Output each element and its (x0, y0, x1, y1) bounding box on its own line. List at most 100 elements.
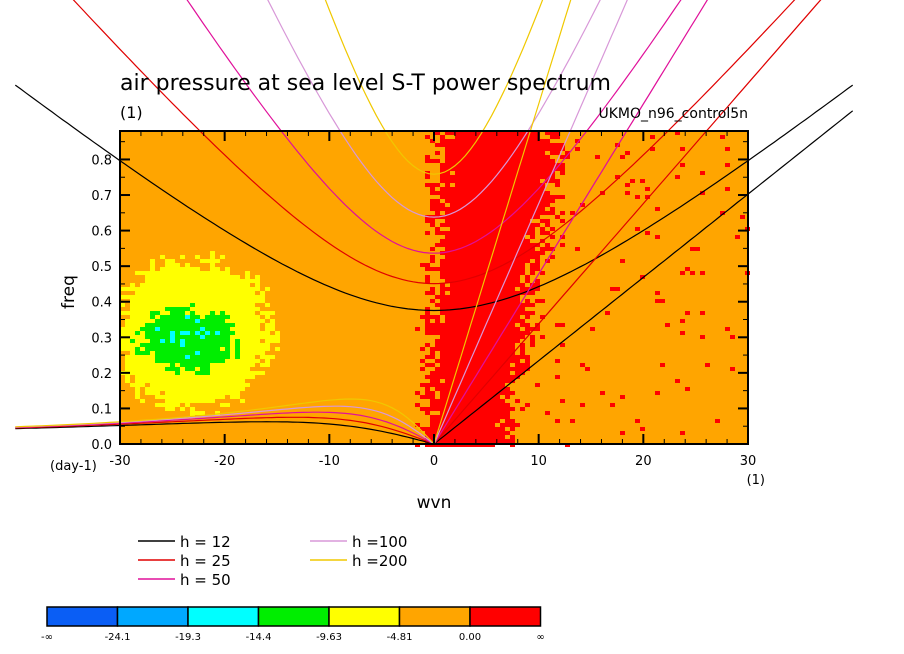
heat-cell (525, 215, 530, 219)
heat-cell (510, 167, 515, 171)
heat-cell (210, 283, 215, 287)
heat-cell (515, 195, 520, 199)
heat-cell (500, 163, 505, 167)
heat-cell (505, 135, 510, 139)
heat-cell (485, 195, 490, 199)
heat-cell (165, 303, 170, 307)
heat-cell (150, 299, 155, 303)
heat-cell (480, 355, 485, 359)
heat-cell (475, 255, 480, 259)
heat-cell (170, 275, 175, 279)
heat-cell (470, 367, 475, 371)
colorbar-label: -24.1 (105, 632, 131, 643)
heat-cell (440, 359, 445, 363)
heat-cell (475, 359, 480, 363)
heat-cell (445, 199, 450, 203)
heat-cell (205, 287, 210, 291)
heat-cell (525, 359, 530, 363)
heat-cell (155, 363, 160, 367)
heat-cell (465, 219, 470, 223)
heat-cell (475, 367, 480, 371)
heat-cell (185, 319, 190, 323)
heat-cell (180, 367, 185, 371)
heat-cell (160, 387, 165, 391)
heat-cell (475, 151, 480, 155)
heat-cell (170, 375, 175, 379)
heat-cell (140, 295, 145, 299)
heat-cell (465, 367, 470, 371)
heat-cell (470, 163, 475, 167)
heat-cell (195, 339, 200, 343)
heat-cell (185, 311, 190, 315)
heat-cell (245, 315, 250, 319)
heat-cell (175, 271, 180, 275)
heat-cell (460, 291, 465, 295)
heat-cell (480, 295, 485, 299)
heat-cell (520, 195, 525, 199)
heat-cell (500, 415, 505, 419)
heat-cell (230, 295, 235, 299)
heat-cell (200, 339, 205, 343)
heat-cell (250, 307, 255, 311)
heat-cell (470, 279, 475, 283)
heat-cell (425, 375, 430, 379)
heat-cell (455, 347, 460, 351)
heat-cell (185, 323, 190, 327)
heat-cell (435, 387, 440, 391)
heat-cell (500, 247, 505, 251)
heat-cell (700, 171, 705, 175)
heat-cell (160, 367, 165, 371)
heat-cell (530, 191, 535, 195)
heat-cell (500, 199, 505, 203)
heat-cell (505, 287, 510, 291)
heat-cell (525, 363, 530, 367)
heat-cell (175, 295, 180, 299)
heat-cell (615, 287, 620, 291)
heat-cell (490, 247, 495, 251)
heat-cell (525, 287, 530, 291)
heat-cell (700, 335, 705, 339)
heat-cell (225, 271, 230, 275)
heat-cell (490, 371, 495, 375)
heat-cell (465, 195, 470, 199)
heat-cell (495, 187, 500, 191)
heat-cell (135, 391, 140, 395)
heat-cell (135, 303, 140, 307)
heat-cell (175, 343, 180, 347)
heat-cell (495, 363, 500, 367)
heat-cell (420, 383, 425, 387)
heat-cell (140, 399, 145, 403)
heat-cell (145, 295, 150, 299)
heat-cell (250, 375, 255, 379)
heat-cell (245, 375, 250, 379)
heat-cell (245, 291, 250, 295)
heat-cell (520, 243, 525, 247)
heat-cell (490, 187, 495, 191)
heat-cell (450, 147, 455, 151)
heat-cell (210, 355, 215, 359)
heat-cell (130, 307, 135, 311)
heat-cell (590, 327, 595, 331)
heat-cell (435, 151, 440, 155)
heat-cell (450, 235, 455, 239)
heat-cell (180, 391, 185, 395)
heat-cell (425, 327, 430, 331)
heat-cell (135, 299, 140, 303)
heat-cell (150, 323, 155, 327)
heat-cell (460, 359, 465, 363)
heat-cell (190, 323, 195, 327)
heat-cell (510, 227, 515, 231)
heat-cell (535, 299, 540, 303)
heat-cell (430, 427, 435, 431)
heat-cell (185, 283, 190, 287)
heat-cell (230, 359, 235, 363)
heat-cell (470, 299, 475, 303)
heat-cell (270, 311, 275, 315)
heat-cell (465, 407, 470, 411)
heat-cell (570, 419, 575, 423)
heat-cell (455, 259, 460, 263)
heat-cell (530, 207, 535, 211)
heat-cell (440, 179, 445, 183)
heat-cell (505, 395, 510, 399)
heat-cell (240, 331, 245, 335)
